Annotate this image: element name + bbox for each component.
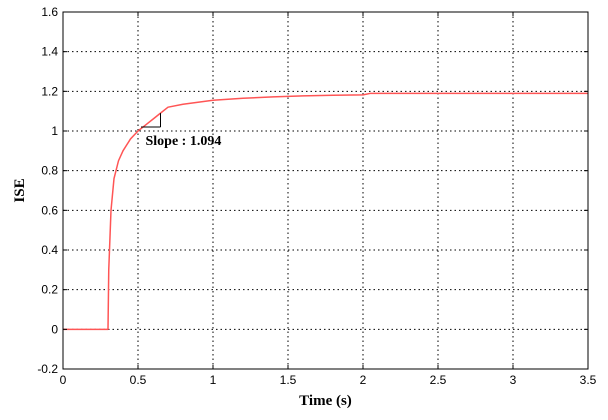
grid bbox=[63, 12, 588, 369]
plot-frame bbox=[62, 11, 589, 370]
y-tick-label: 1.2 bbox=[41, 84, 58, 98]
y-tick-label: 0.6 bbox=[41, 203, 58, 217]
plot-background bbox=[63, 12, 588, 369]
x-tick-label: 2.5 bbox=[430, 373, 447, 387]
y-tick-label: -0.2 bbox=[37, 362, 58, 376]
x-tick-label: 1.5 bbox=[280, 373, 297, 387]
y-tick-label: 1.4 bbox=[41, 45, 58, 59]
y-axis-label: ISE bbox=[12, 178, 28, 202]
series-layer bbox=[63, 92, 588, 331]
y-tick-label: 1.6 bbox=[41, 5, 58, 19]
y-tick-label: 0.2 bbox=[41, 283, 58, 297]
slope-marker bbox=[141, 113, 161, 128]
x-tick-label: 3 bbox=[510, 373, 517, 387]
y-tick-label: 0 bbox=[51, 322, 58, 336]
x-tick-label: 1 bbox=[210, 373, 217, 387]
y-tick-label: 0.8 bbox=[41, 164, 58, 178]
y-tick-label: 0.4 bbox=[41, 243, 58, 257]
series-line bbox=[63, 92, 588, 331]
slope-annotation: Slope : 1.094 bbox=[146, 134, 222, 149]
axis-ticks: 0 0.5 1 1.5 2 2.5 3 3.5-0.200.20.40.60.811.21.4… bbox=[37, 5, 596, 387]
x-tick-label: 0 bbox=[60, 373, 67, 387]
x-axis-label: Time (s) bbox=[299, 393, 352, 409]
y-tick-label: 1 bbox=[51, 124, 58, 138]
x-tick-label: 3.5 bbox=[580, 373, 597, 387]
annotations: Slope : 1.094 bbox=[146, 134, 222, 149]
x-tick-label: 0.5 bbox=[130, 373, 147, 387]
x-tick-label: 2 bbox=[360, 373, 367, 387]
